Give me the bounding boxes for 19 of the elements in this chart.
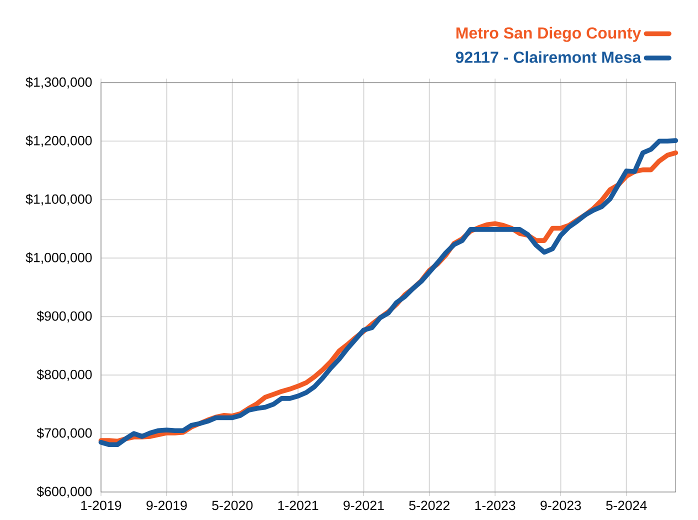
- x-tick-label: 1-2019: [81, 500, 122, 510]
- legend-label: 92117 - Clairemont Mesa: [456, 51, 642, 63]
- x-tick-label: 5-2020: [212, 500, 253, 510]
- y-tick-label: $1,000,000: [26, 252, 92, 264]
- y-tick-label: $1,300,000: [26, 76, 92, 88]
- y-tick-label: $1,100,000: [26, 194, 92, 206]
- y-tick-label: $1,200,000: [26, 135, 92, 147]
- x-tick-label: 1-2023: [475, 500, 516, 510]
- y-tick-label: $800,000: [36, 369, 92, 381]
- x-tick-label: 5-2022: [409, 500, 450, 510]
- y-tick-label: $600,000: [36, 486, 92, 498]
- x-tick-label: 1-2021: [278, 500, 318, 510]
- y-tick-label: $700,000: [36, 428, 92, 440]
- x-tick-label: 9-2019: [146, 500, 187, 510]
- legend-label: Metro San Diego County: [456, 26, 642, 42]
- y-tick-label: $900,000: [36, 310, 92, 322]
- x-tick-label: 5-2024: [606, 500, 647, 510]
- x-tick-label: 9-2021: [344, 500, 384, 510]
- x-tick-label: 9-2023: [540, 500, 581, 510]
